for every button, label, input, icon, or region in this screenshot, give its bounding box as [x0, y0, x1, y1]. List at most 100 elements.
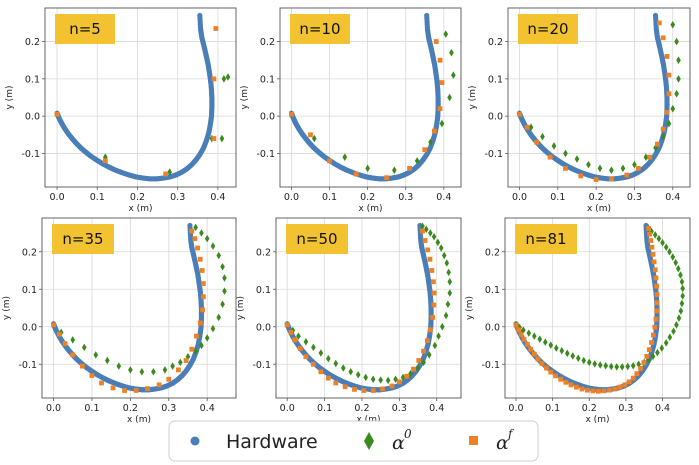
- alphaf-point: [543, 365, 549, 371]
- sample-count-label: n=50: [296, 230, 337, 248]
- y-axis-label: y (m): [468, 86, 478, 110]
- alphaf-point: [427, 256, 433, 262]
- y-axis-label: y (m): [5, 86, 15, 110]
- x-tick-label: 0.1: [90, 192, 105, 203]
- y-tick-label: 0.1: [488, 74, 503, 85]
- alpha0-point: [447, 277, 453, 286]
- alphaf-point: [612, 386, 618, 392]
- alphaf-point: [289, 111, 294, 117]
- axes-frame: [44, 7, 237, 188]
- alphaf-point: [102, 158, 108, 164]
- alpha0-point: [199, 341, 204, 350]
- alpha0-point: [443, 311, 449, 320]
- alpha0-point: [220, 300, 225, 309]
- series-alphaf: [284, 228, 437, 393]
- alpha0-point: [660, 132, 666, 141]
- axes-frame: [279, 7, 462, 188]
- x-tick-label: 0.0: [512, 192, 527, 203]
- x-tick-label: 0.2: [130, 192, 145, 203]
- x-tick-label: 0.3: [398, 192, 413, 203]
- y-tick-label: 0.1: [22, 285, 37, 296]
- alphaf-point: [547, 154, 553, 160]
- alpha0-point: [619, 363, 625, 371]
- alpha0-point: [93, 351, 99, 359]
- alphaf-point: [288, 329, 294, 335]
- alpha0-point: [574, 155, 580, 163]
- alphaf-point: [89, 373, 95, 378]
- alphaf-point: [183, 358, 189, 363]
- marks-layer: [54, 12, 231, 182]
- alpha0-point: [449, 48, 454, 57]
- alphaf-point: [635, 165, 641, 171]
- x-tick-label: 0.0: [508, 403, 523, 414]
- alphaf-point: [548, 369, 554, 375]
- alphaf-point: [524, 341, 530, 347]
- alphaf-point: [200, 307, 205, 313]
- alpha0-point: [151, 367, 156, 376]
- alphaf-point: [655, 141, 660, 147]
- alpha0-point: [564, 349, 570, 358]
- alpha0-point: [676, 56, 681, 65]
- hardware-point: [424, 12, 430, 19]
- sample-count-badge: [52, 224, 114, 254]
- alpha0-point: [532, 332, 537, 340]
- alpha0-point: [597, 164, 603, 173]
- alphaf-point: [517, 111, 522, 117]
- marks-layer: [284, 222, 453, 393]
- alphaf-point: [411, 366, 416, 372]
- y-tick-label: 0.0: [256, 322, 271, 333]
- y-tick-label: 0.0: [25, 112, 40, 123]
- alpha0-point: [219, 134, 225, 143]
- alphaf-point: [427, 327, 433, 333]
- alphaf-point: [425, 247, 431, 253]
- alpha0-point: [528, 123, 534, 132]
- y-tick-label: 0.2: [22, 247, 37, 258]
- sample-count-badge: [290, 14, 350, 44]
- alpha0-point: [666, 119, 672, 128]
- legend: Hardware α 0 α f: [168, 420, 539, 462]
- alphaf-point: [607, 387, 612, 393]
- legend-marker-hardware: [190, 436, 200, 446]
- sample-count-badge: [55, 14, 115, 44]
- legend-label-alpha0-superscript: 0: [404, 427, 412, 441]
- alpha0-point: [193, 223, 198, 232]
- alphaf-point: [194, 333, 199, 339]
- y-tick-label: 0.2: [256, 247, 271, 258]
- alphaf-point: [649, 340, 654, 345]
- alphaf-point: [424, 338, 430, 344]
- alphaf-point: [437, 106, 443, 112]
- legend-marker-alpha0: [364, 432, 374, 450]
- alpha0-point: [436, 332, 441, 340]
- alphaf-point: [534, 139, 540, 145]
- alphaf-point: [524, 124, 530, 130]
- alphaf-point: [626, 379, 632, 385]
- alphaf-point: [666, 91, 672, 97]
- alphaf-point: [422, 238, 428, 243]
- y-axis-label: y (m): [240, 86, 250, 110]
- alphaf-point: [596, 388, 601, 394]
- alpha0-point: [447, 93, 452, 102]
- alphaf-point: [145, 386, 151, 392]
- alphaf-point: [70, 352, 76, 358]
- x-tick-label: 0.2: [582, 403, 597, 414]
- y-tick-label: -0.1: [484, 149, 503, 160]
- alpha0-point: [444, 259, 450, 267]
- alphaf-point: [327, 158, 332, 164]
- alphaf-point: [200, 281, 206, 287]
- alpha0-point: [678, 307, 684, 315]
- alphaf-point: [310, 361, 316, 367]
- alphaf-point: [664, 54, 670, 59]
- alphaf-point: [579, 386, 585, 392]
- y-tick-label: 0.2: [260, 37, 275, 48]
- alphaf-point: [437, 57, 443, 63]
- series-hardware: [516, 12, 670, 182]
- alpha0-point: [408, 369, 413, 378]
- alpha0-point: [586, 358, 592, 367]
- x-axis-label: x (m): [127, 415, 151, 425]
- alpha0-point: [216, 251, 222, 260]
- alphaf-point: [430, 279, 436, 285]
- alpha0-point: [128, 366, 133, 374]
- alpha0-point: [400, 373, 406, 382]
- x-tick-label: 0.2: [589, 192, 604, 203]
- alpha0-point: [537, 335, 543, 343]
